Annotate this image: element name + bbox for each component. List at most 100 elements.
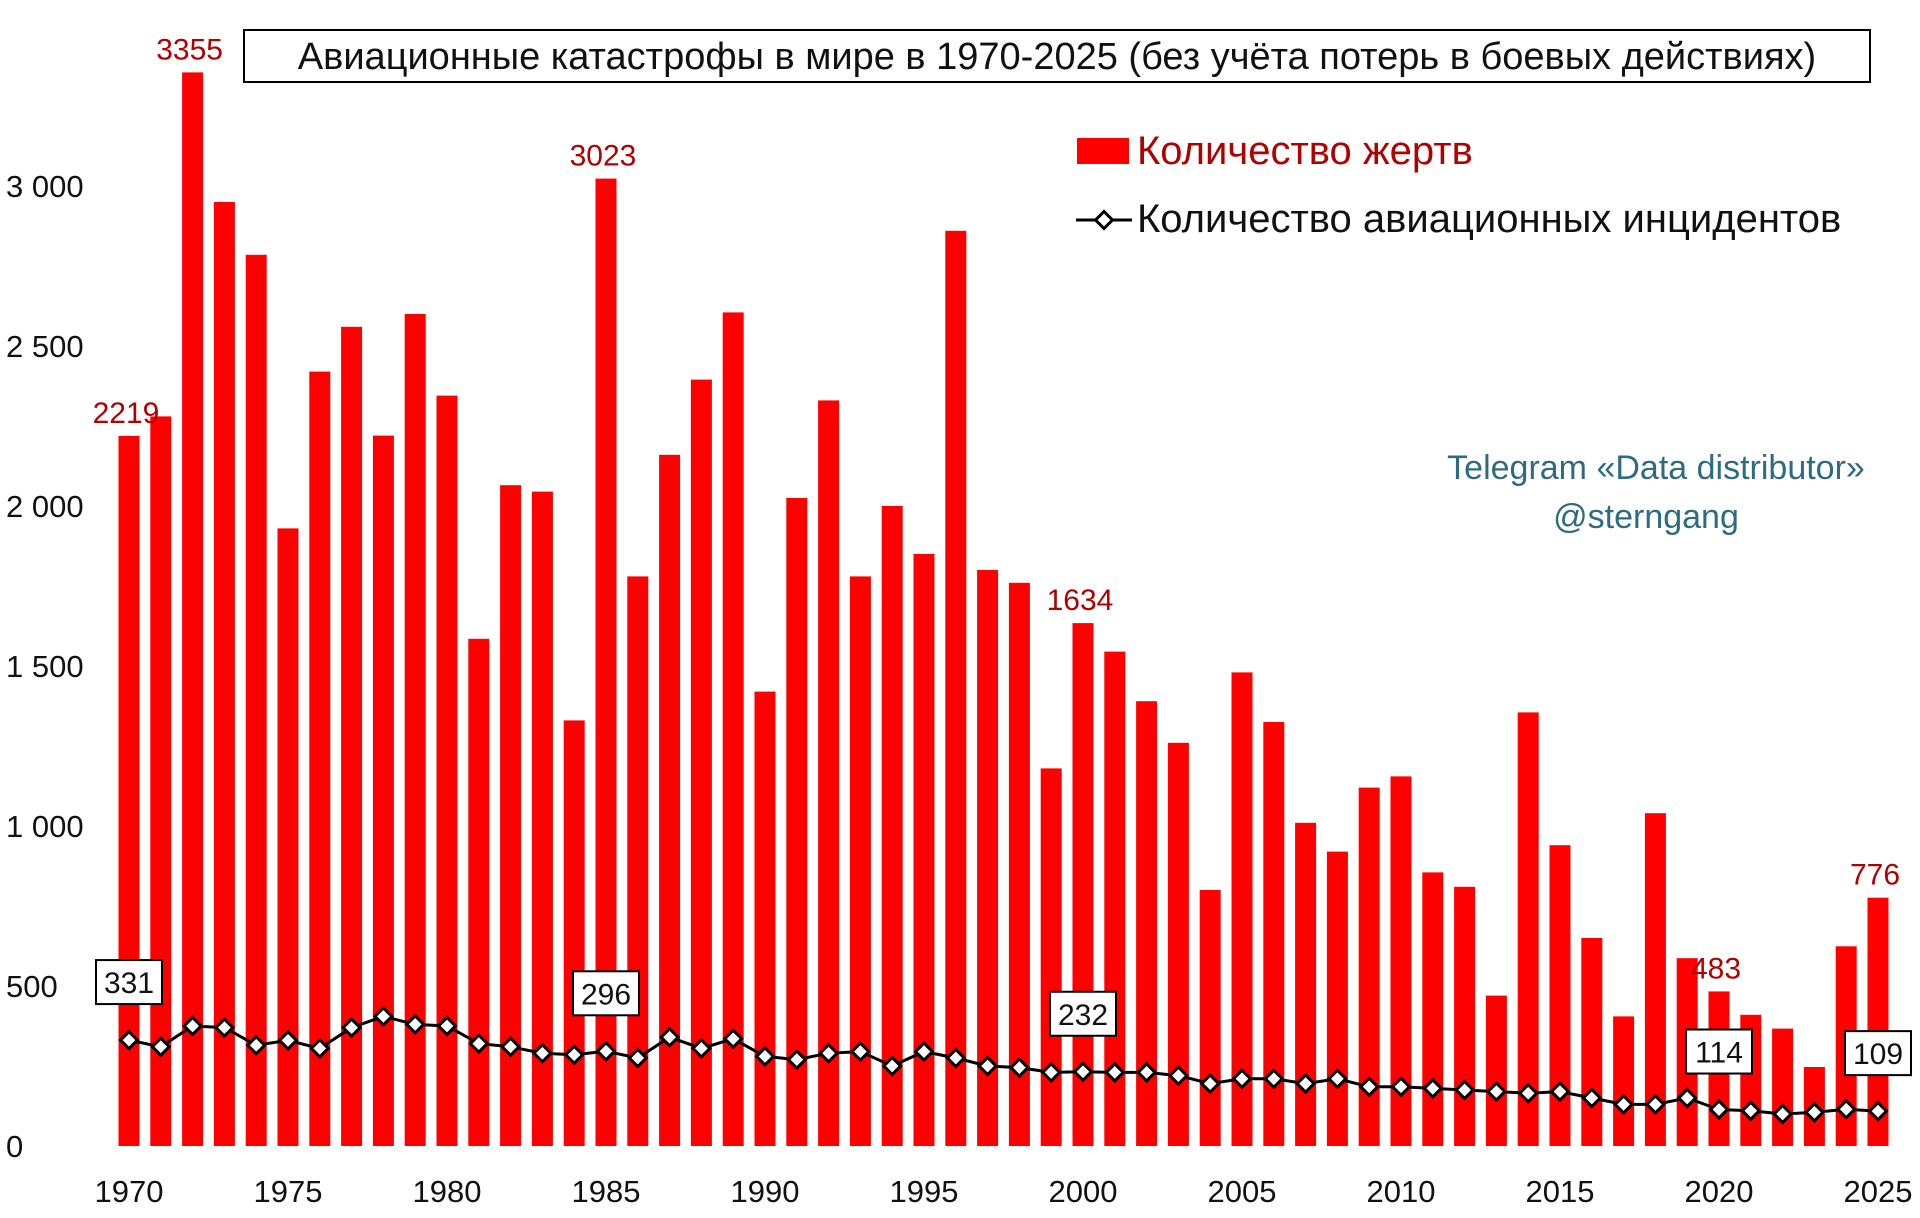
x-axis-ticks: 1970 1975 1980 1985 1990 1995 2000 2005 2010 2015… <box>95 1174 1913 1209</box>
line-point-marker <box>1199 1072 1221 1095</box>
point-value-label: 232 <box>1058 999 1108 1032</box>
bar <box>309 371 331 1147</box>
line-point-marker <box>340 1016 363 1039</box>
line-point-marker <box>627 1047 649 1069</box>
bar <box>786 498 808 1146</box>
x-tick-label: 1995 <box>890 1174 959 1209</box>
line-point-marker <box>309 1037 331 1060</box>
line-series <box>118 1005 1889 1125</box>
line-point-marker <box>945 1047 967 1069</box>
line-point-marker <box>468 1032 490 1055</box>
line-point-marker <box>1485 1080 1508 1103</box>
line-point-marker <box>722 1028 744 1050</box>
bar-value-label: 776 <box>1850 859 1900 892</box>
x-tick-label: 2010 <box>1367 1174 1436 1209</box>
legend: Количество жертв Количество авиационных … <box>1076 129 1841 241</box>
legend-bar-swatch <box>1077 138 1129 164</box>
bar <box>595 178 617 1147</box>
bar <box>881 506 903 1146</box>
bar <box>1644 813 1666 1146</box>
bar-value-label: 2219 <box>93 397 160 430</box>
x-tick-label: 1980 <box>413 1174 482 1209</box>
bar-value-label: 1634 <box>1047 584 1114 617</box>
line-point-marker <box>436 1015 458 1037</box>
bar-value-label: 483 <box>1691 952 1741 985</box>
x-tick-label: 1970 <box>95 1174 164 1209</box>
watermark-line-1: Telegram «Data distributor» <box>1447 449 1865 487</box>
x-tick-label: 1985 <box>572 1174 641 1209</box>
point-value-labels: 331 296 232 114 109 <box>95 959 1912 1077</box>
watermark-line-2: @sterngang <box>1553 498 1739 536</box>
y-tick-label: 2 000 <box>6 489 84 524</box>
bar <box>1136 701 1158 1146</box>
bar <box>341 326 363 1146</box>
bar <box>1295 822 1317 1146</box>
line-point-marker <box>690 1037 713 1060</box>
bar <box>1231 672 1253 1146</box>
x-tick-label: 2015 <box>1526 1174 1595 1209</box>
legend-label-incidents: Количество авиационных инцидентов <box>1137 197 1841 241</box>
bar <box>468 638 490 1146</box>
point-label-box <box>572 970 640 1017</box>
line-point-marker <box>1040 1061 1062 1084</box>
bar <box>1454 886 1476 1146</box>
line-point-marker <box>150 1036 172 1058</box>
bar <box>1867 897 1889 1146</box>
line-point-marker <box>1263 1068 1285 1090</box>
bar <box>1390 776 1412 1146</box>
bar <box>1549 845 1571 1146</box>
y-tick-label: 2 500 <box>6 329 84 364</box>
bar <box>754 691 776 1146</box>
line-point-marker <box>754 1045 776 1068</box>
line-point-marker <box>1517 1082 1539 1104</box>
bar <box>722 312 744 1146</box>
line-point-marker <box>1453 1079 1476 1101</box>
point-label-box <box>95 959 163 1006</box>
x-tick-label: 2000 <box>1049 1174 1118 1209</box>
title-box <box>243 29 1871 83</box>
y-tick-label: 1 000 <box>6 809 84 844</box>
bar <box>277 528 299 1146</box>
line-point-marker <box>1135 1061 1158 1084</box>
bar <box>1772 1028 1794 1146</box>
y-axis-ticks: 0 500 1 000 1 500 2 000 2 500 3 000 <box>6 169 84 1164</box>
bar <box>1485 995 1507 1146</box>
line-point-marker <box>976 1055 999 1077</box>
line-point-marker <box>181 1015 204 1037</box>
x-tick-label: 1990 <box>731 1174 800 1209</box>
point-value-label: 114 <box>1695 1037 1743 1070</box>
point-label-box <box>1844 1030 1912 1077</box>
bar <box>1008 582 1030 1146</box>
line-point-marker <box>658 1026 681 1048</box>
bar <box>818 400 840 1146</box>
bar <box>913 554 935 1146</box>
bar <box>690 379 712 1147</box>
line-point-marker <box>1422 1077 1444 1100</box>
point-label-box <box>1049 990 1117 1037</box>
line-point-marker <box>1072 1061 1094 1083</box>
bar <box>945 230 967 1147</box>
line-point-marker <box>1676 1087 1698 1109</box>
line-point-marker <box>1358 1076 1380 1098</box>
bar <box>659 454 681 1146</box>
line-point-marker <box>1104 1061 1126 1084</box>
legend-diamond-marker <box>1093 209 1115 231</box>
line-point-marker <box>1644 1093 1667 1116</box>
line-point-marker <box>817 1042 840 1064</box>
line-point-marker <box>1835 1098 1857 1120</box>
line-point-marker <box>277 1029 299 1052</box>
chart-title: Авиационные катастрофы в мире в 1970-202… <box>298 36 1816 78</box>
line-point-marker <box>1167 1064 1190 1087</box>
bar <box>436 395 458 1147</box>
point-label-box <box>1685 1028 1753 1075</box>
x-tick-label: 2025 <box>1844 1174 1913 1209</box>
bar <box>1263 722 1285 1146</box>
line-point-marker <box>563 1044 585 1066</box>
line-point-marker <box>1326 1068 1349 1090</box>
bar-value-label: 3355 <box>156 33 223 66</box>
line-point-marker <box>118 1029 140 1051</box>
line-point-marker <box>1708 1098 1730 1121</box>
x-tick-label: 1975 <box>254 1174 323 1209</box>
bar-series <box>118 72 1889 1147</box>
